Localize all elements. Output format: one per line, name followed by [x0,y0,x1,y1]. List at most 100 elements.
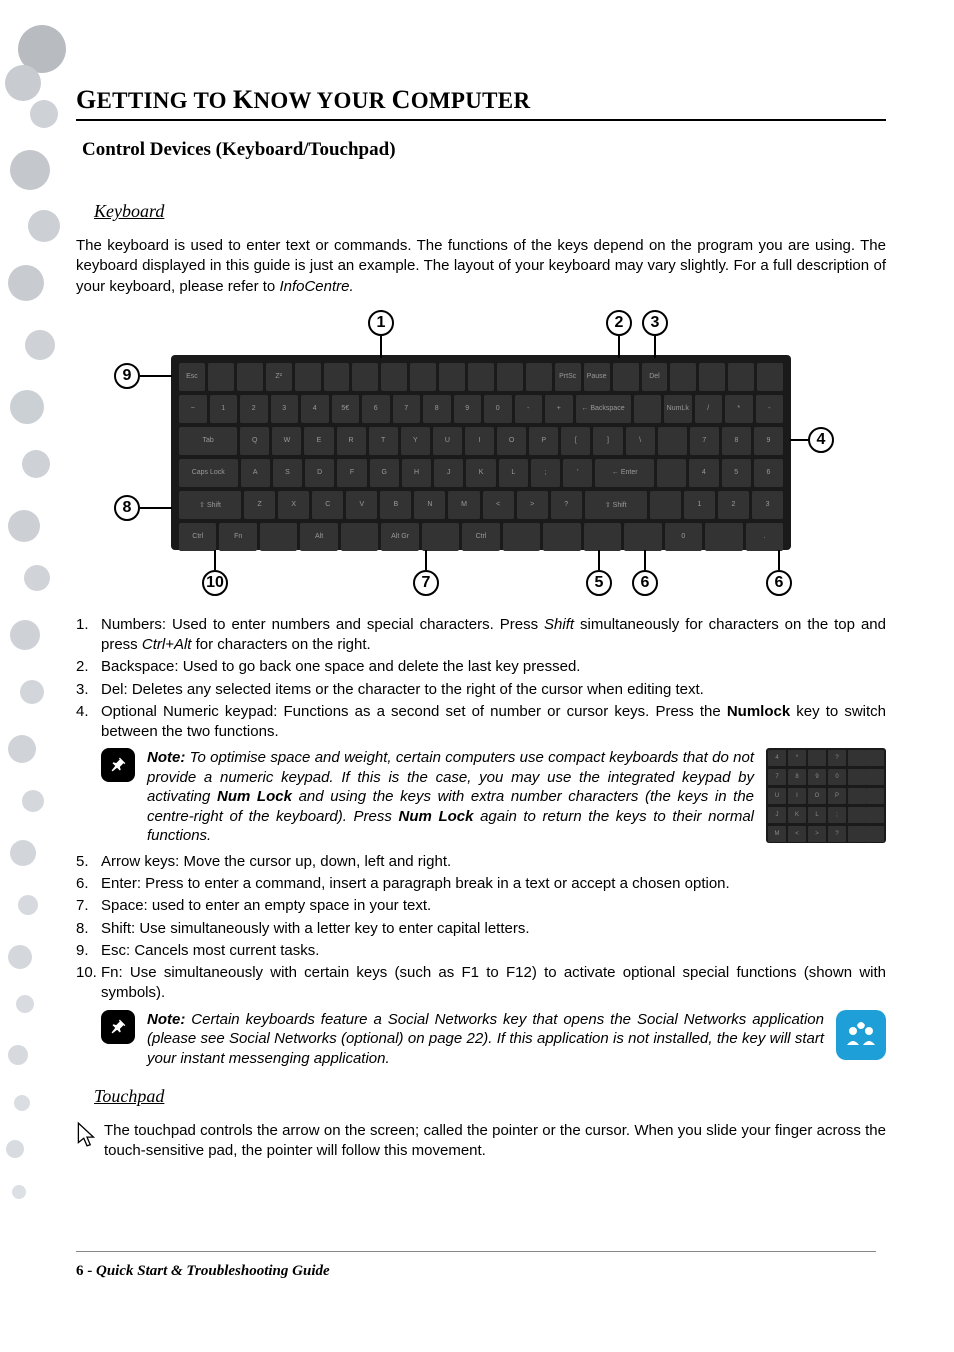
list-item: 5.Arrow keys: Move the cursor up, down, … [76,852,886,872]
keyboard-key: 3 [752,491,783,519]
keyboard-key [584,523,621,551]
keyboard-key: 1 [210,395,238,423]
keyboard-key [410,363,436,391]
callout-6: 6 [766,570,792,596]
keyboard-key: I [465,427,494,455]
keyboard-key: M [448,491,479,519]
keyboard-key: 0 [665,523,702,551]
footer: 6 - Quick Start & Troubleshooting Guide [76,1263,330,1280]
keyboard-key: G [370,459,399,487]
keyboard-key: Caps Lock [179,459,238,487]
keyboard-key: 1 [684,491,715,519]
keyboard-key: Alt [300,523,337,551]
keyboard-key: X [278,491,309,519]
keyboard-key: 7 [690,427,719,455]
keyboard-key [497,363,523,391]
keyboard-key: 9 [754,427,783,455]
feature-list-2: 5.Arrow keys: Move the cursor up, down, … [76,852,886,1004]
list-item: 6.Enter: Press to enter a command, inser… [76,874,886,894]
keyboard-key: ~ [179,395,207,423]
pin-icon [101,748,135,782]
keyboard-key [705,523,742,551]
keyboard-key: \ [626,427,655,455]
keyboard-key: 2 [718,491,749,519]
callout-10: 10 [202,570,228,596]
keyboard-key [624,523,661,551]
keyboard-key [208,363,234,391]
keyboard-key: H [402,459,431,487]
keyboard-key: NumLk [664,395,692,423]
keyboard-key: J [434,459,463,487]
keyboard-key [658,427,687,455]
keyboard-key: Del [642,363,668,391]
touchpad-paragraph: The touchpad controls the arrow on the s… [76,1121,886,1162]
pin-icon [101,1010,135,1044]
callout-3: 3 [642,310,668,336]
list-item: 7.Space: used to enter an empty space in… [76,896,886,916]
callout-4: 4 [808,427,834,453]
keyboard-key: Tab [179,427,237,455]
keyboard-key: C [312,491,343,519]
keyboard-key: A [241,459,270,487]
keyboard-key: ' [563,459,592,487]
cursor-icon [76,1121,98,1149]
keyboard-key [237,363,263,391]
keyboard-key: E [304,427,333,455]
keyboard-key: . [746,523,783,551]
keyboard-key: Q [240,427,269,455]
keyboard-key: - [756,395,784,423]
keyboard-key: F [337,459,366,487]
keyboard-key: ; [531,459,560,487]
keyboard-key: 9 [454,395,482,423]
keyboard-key: 4 [301,395,329,423]
list-item: 9.Esc: Cancels most current tasks. [76,941,886,961]
keyboard-key: D [305,459,334,487]
keyboard-key: 8 [722,427,751,455]
keyboard-key: N [414,491,445,519]
keyboard-key [503,523,540,551]
list-item: 3.Del: Deletes any selected items or the… [76,680,886,700]
keyboard-key: W [272,427,301,455]
callout-2: 2 [606,310,632,336]
keyboard-key: * [725,395,753,423]
list-item: 4.Optional Numeric keypad: Functions as … [76,702,886,743]
keyboard-key: 8 [423,395,451,423]
keyboard-key [381,363,407,391]
list-item: 8.Shift: Use simultaneously with a lette… [76,919,886,939]
keyboard-key [422,523,459,551]
list-item: 1.Numbers: Used to enter numbers and spe… [76,615,886,656]
keyboard-key: Z² [266,363,292,391]
note-block-1: Note: To optimise space and weight, cert… [101,748,886,846]
keyboard-key: P [529,427,558,455]
keyboard-key: 5 [722,459,751,487]
keyboard-key [468,363,494,391]
keyboard-key: ⇧ Shift [179,491,241,519]
keyboard-key: K [466,459,495,487]
decorative-dots [0,20,60,1220]
footer-rule [76,1251,876,1252]
keyboard-key: O [497,427,526,455]
keyboard-key: Ctrl [462,523,499,551]
touchpad-heading: Touchpad [94,1086,886,1107]
section-subtitle: Control Devices (Keyboard/Touchpad) [82,139,886,161]
keyboard-key: L [499,459,528,487]
keyboard-key: 2 [240,395,268,423]
note-text-2: Note: Certain keyboards feature a Social… [147,1010,824,1069]
social-networks-icon [836,1010,886,1060]
note-block-2: Note: Certain keyboards feature a Social… [101,1010,886,1069]
keyboard-key: S [273,459,302,487]
keyboard-key: > [517,491,548,519]
keyboard-key [634,395,662,423]
keyboard-key: + [545,395,573,423]
keyboard-key [699,363,725,391]
keyboard-key: 0 [484,395,512,423]
keyboard-key [526,363,552,391]
callout-9: 9 [114,363,140,389]
keyboard-key: Fn [219,523,256,551]
keyboard-key [757,363,783,391]
keyboard-key: Pause [584,363,610,391]
note-text-1: Note: To optimise space and weight, cert… [147,748,754,846]
callout-8: 8 [114,495,140,521]
keyboard-key: ← Backspace [576,395,631,423]
keyboard-key: ] [593,427,622,455]
